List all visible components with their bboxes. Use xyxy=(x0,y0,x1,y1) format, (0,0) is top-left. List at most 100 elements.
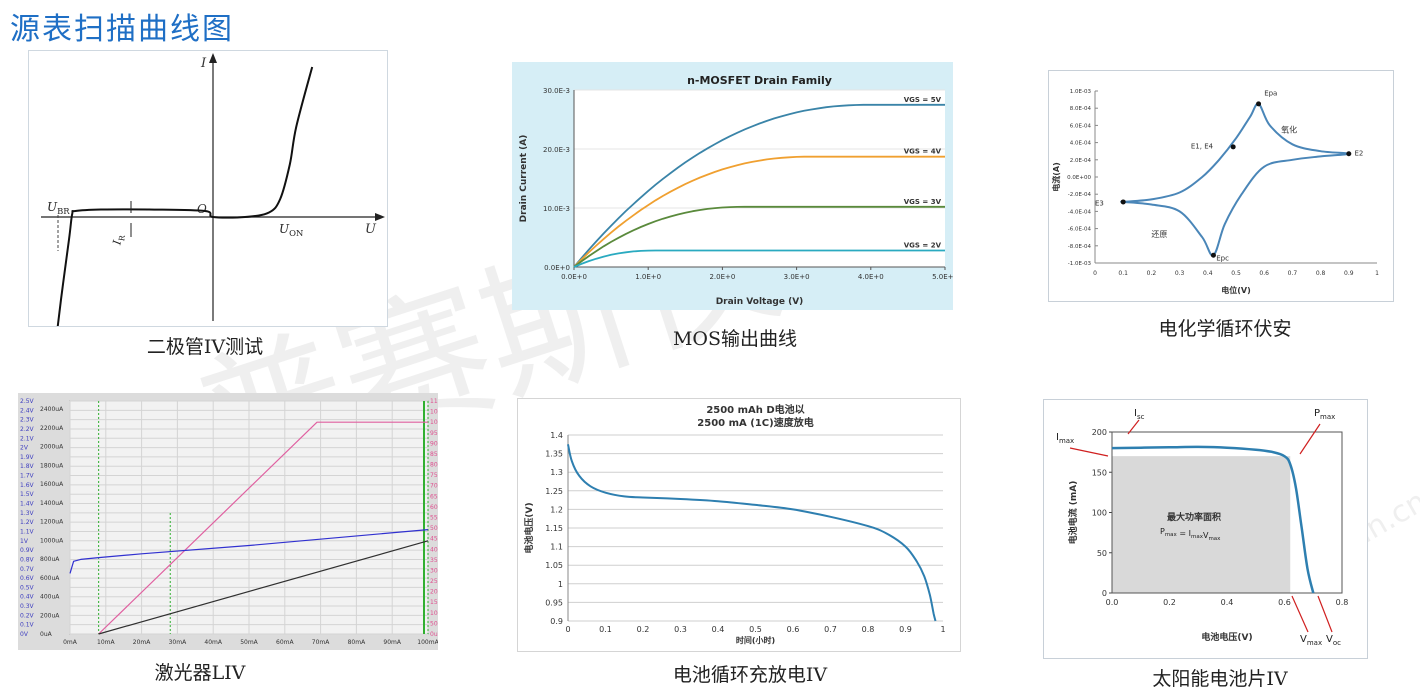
x-tick-label: 1.0E+0 xyxy=(635,273,661,281)
max-power-area xyxy=(1112,456,1291,593)
laser-series-2 xyxy=(98,540,429,635)
x-axis-arrow xyxy=(375,213,385,221)
y-tick-right-label: 4000uW xyxy=(430,546,438,553)
y-tick-right-label: 6500uW xyxy=(430,493,438,500)
y-tick-right-label: 7000uW xyxy=(430,483,438,490)
mos-legend-label: VGS = 3V xyxy=(904,198,942,206)
y-tick-left2-label: 1000uA xyxy=(40,537,64,544)
y-tick-right-label: 10500uW xyxy=(430,409,438,416)
y-tick-right-label: 2500uW xyxy=(430,578,438,585)
x-axis-label: 电池电压(V) xyxy=(1201,631,1252,643)
y-tick-left-label: 1.9V xyxy=(20,454,35,461)
y-tick-label: -8.0E-04 xyxy=(1068,244,1092,250)
y-tick-right-label: 4500uW xyxy=(430,536,438,543)
x-tick-label: 0.8 xyxy=(862,625,875,634)
battery-title: 2500 mAh D电池以 xyxy=(706,403,804,416)
y-tick-label: 1.25 xyxy=(545,487,563,496)
y-tick-label: 0.95 xyxy=(545,598,563,607)
y-tick-right-label: 0uW xyxy=(430,631,438,638)
y-tick-label: 1.3 xyxy=(550,468,563,477)
y-tick-left-label: 1.5V xyxy=(20,491,35,498)
y-tick-left-label: 2.1V xyxy=(20,435,35,442)
x-axis-label: Drain Voltage (V) xyxy=(716,297,804,307)
cv-label-epa: Epa xyxy=(1264,89,1277,97)
y-tick-label: 0.0E+00 xyxy=(1067,175,1091,181)
y-tick-label: 20.0E-3 xyxy=(543,146,570,154)
y-tick-label: 1.15 xyxy=(545,524,563,533)
y-tick-label: 200 xyxy=(1092,428,1107,437)
x-tick-label: 0.3 xyxy=(674,625,687,634)
x-tick-label: 0.5 xyxy=(1231,270,1241,277)
x-tick-label: 0.2 xyxy=(1163,598,1176,607)
y-axis-label: 电池电流 (mA) xyxy=(1067,481,1079,545)
x-tick-label: 0mA xyxy=(63,639,78,646)
y-tick-left2-label: 1800uA xyxy=(40,462,64,469)
y-tick-right-label: 500uW xyxy=(430,620,438,627)
x-tick-label: 60mA xyxy=(276,639,294,646)
cv-label-epc: Epc xyxy=(1216,254,1229,262)
y-axis-label: 电池电压(V) xyxy=(523,502,535,553)
x-axis-label: 电位(V) xyxy=(1221,285,1251,295)
mos-legend-label: VGS = 5V xyxy=(904,96,942,104)
y-tick-label: 1 xyxy=(558,580,563,589)
x-tick-label: 10mA xyxy=(97,639,115,646)
x-tick-label: 90mA xyxy=(383,639,401,646)
x-tick-label: 0.4 xyxy=(1203,270,1213,277)
x-tick-label: 80mA xyxy=(348,639,366,646)
y-tick-label: -6.0E-04 xyxy=(1068,227,1092,233)
x-tick-label: 0 xyxy=(565,625,570,634)
imax-arrow xyxy=(1069,447,1109,457)
x-tick-label: 20mA xyxy=(133,639,151,646)
cv-point xyxy=(1256,101,1262,107)
cv-point xyxy=(1230,144,1236,150)
solar-iv-plot: 200 150 100 50 00.0 0.2 0.4 0.6 0.8 电池电压(V) 电池电流 (… xyxy=(1056,408,1349,647)
laser-liv-plot: 2.5V 2.4V 2.3V 2.2V 2.1V 2V 1.9V 1.8V 1.7V 1.6V 1.… xyxy=(20,398,438,646)
y-tick-right-label: 10000uW xyxy=(430,419,438,426)
y-tick-left2-label: 2000uA xyxy=(40,444,64,451)
laser-liv-chart: 2.5V 2.4V 2.3V 2.2V 2.1V 2V 1.9V 1.8V 1.7V 1.6V 1.… xyxy=(18,393,438,650)
x-tick-label: 1 xyxy=(940,625,945,634)
y-tick-left-label: 0.4V xyxy=(20,594,35,601)
y-tick-left-label: 1.7V xyxy=(20,473,35,480)
y-tick-right-label: 1500uW xyxy=(430,599,438,606)
imax-label: Imax xyxy=(1056,432,1074,445)
x-tick-label: 100mA xyxy=(417,639,438,646)
y-tick-left-label: 1.8V xyxy=(20,463,35,470)
x-tick-label: 0.8 xyxy=(1336,598,1349,607)
y-tick-left2-label: 200uA xyxy=(40,612,60,619)
y-tick-label: 4.0E-04 xyxy=(1070,141,1092,147)
y-tick-right-label: 1000uW xyxy=(430,610,438,617)
mos-series-0 xyxy=(573,103,945,268)
y-tick-label: 1.2 xyxy=(550,505,563,514)
y-tick-left-label: 1.4V xyxy=(20,501,35,508)
mos-title: n-MOSFET Drain Family xyxy=(687,74,832,87)
diode-curve xyxy=(56,66,314,326)
x-tick-label: 4.0E+0 xyxy=(858,273,884,281)
y-tick-left2-label: 1600uA xyxy=(40,481,64,488)
y-tick-left-label: 1.2V xyxy=(20,519,35,526)
y-tick-right-label: 8500uW xyxy=(430,451,438,458)
x-tick-label: 50mA xyxy=(240,639,258,646)
y-tick-label: -2.0E-04 xyxy=(1068,192,1092,198)
x-tick-label: 0.3 xyxy=(1175,270,1185,277)
x-tick-label: 0.6 xyxy=(787,625,800,634)
y-tick-right-label: 5000uW xyxy=(430,525,438,532)
y-tick-right-label: 9500uW xyxy=(430,430,438,437)
y-axis-label: 电流(A) xyxy=(1051,162,1061,192)
x-tick-label: 0.8 xyxy=(1316,270,1326,277)
y-tick-left-label: 2.5V xyxy=(20,398,35,405)
y-tick-label: 1.0E-03 xyxy=(1070,89,1092,95)
y-tick-left2-label: 1200uA xyxy=(40,519,64,526)
y-tick-right-label: 11000uW xyxy=(430,398,438,405)
y-axis-label: I xyxy=(200,56,207,71)
y-tick-label: 30.0E-3 xyxy=(543,87,570,95)
y-tick-left2-label: 400uA xyxy=(40,594,60,601)
x-tick-label: 0.5 xyxy=(749,625,762,634)
y-tick-left-label: 1.3V xyxy=(20,510,35,517)
y-tick-left2-label: 600uA xyxy=(40,575,60,582)
x-tick-label: 1 xyxy=(1375,270,1379,277)
y-tick-right-label: 5500uW xyxy=(430,515,438,522)
cv-label-e3: E3 xyxy=(1095,199,1104,207)
y-tick-right-label: 8000uW xyxy=(430,462,438,469)
y-tick-label: 1.1 xyxy=(550,543,563,552)
